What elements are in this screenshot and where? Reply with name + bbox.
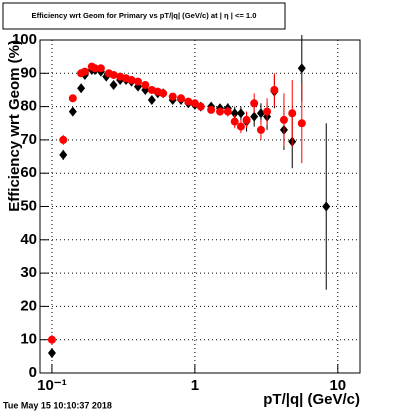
point <box>288 109 297 118</box>
point <box>133 77 142 86</box>
point <box>47 335 56 344</box>
point <box>230 117 239 126</box>
y-tick-label: 100 <box>12 31 37 48</box>
point <box>297 63 306 74</box>
y-tick-label: 20 <box>20 297 37 314</box>
point <box>230 108 239 119</box>
point <box>279 115 288 124</box>
y-tick-label: 70 <box>20 131 37 148</box>
x-axis-label: pT/|q| (GeV/c) <box>263 391 360 408</box>
point <box>96 64 105 73</box>
point <box>263 107 272 116</box>
point <box>168 92 177 101</box>
point <box>109 79 118 90</box>
y-tick-label: 30 <box>20 264 37 281</box>
point <box>68 94 77 103</box>
point <box>223 107 232 116</box>
y-tick-label: 90 <box>20 64 37 81</box>
y-tick-label: 80 <box>20 98 37 115</box>
point <box>90 64 99 73</box>
y-axis-label: Efficiency wrt Geom (%) <box>6 40 23 212</box>
point <box>250 111 259 122</box>
point <box>270 85 279 94</box>
point <box>159 89 168 98</box>
point <box>109 70 118 79</box>
y-tick-label: 0 <box>29 364 37 381</box>
point <box>207 105 216 114</box>
y-tick-label: 50 <box>20 197 37 214</box>
chart-title: Efficiency wrt Geom for Primary vs pT/|q… <box>32 11 257 20</box>
point <box>297 119 306 128</box>
title-box <box>2 2 286 30</box>
point <box>322 201 331 212</box>
plot-frame <box>39 39 361 374</box>
point <box>59 135 68 144</box>
point <box>242 115 251 124</box>
point <box>147 94 156 105</box>
y-tick-label: 60 <box>20 164 37 181</box>
point <box>256 125 265 134</box>
point <box>250 99 259 108</box>
point <box>47 348 56 359</box>
point <box>141 80 150 89</box>
point <box>59 149 68 160</box>
point <box>77 83 86 94</box>
point <box>177 94 186 103</box>
point <box>190 99 199 108</box>
point <box>127 75 136 84</box>
x-tick-label: 10⁻¹ <box>37 377 67 394</box>
point <box>68 106 77 117</box>
point <box>184 97 193 106</box>
point <box>256 108 265 119</box>
x-tick-label: 10 <box>329 377 346 394</box>
y-tick-label: 10 <box>20 331 37 348</box>
y-tick-label: 40 <box>20 231 37 248</box>
point <box>216 107 225 116</box>
x-tick-label: 1 <box>191 377 199 394</box>
point <box>236 108 245 119</box>
footer: Tue May 15 10:10:37 2018 <box>3 400 112 410</box>
point <box>80 67 89 76</box>
point <box>196 102 205 111</box>
point <box>236 122 245 131</box>
